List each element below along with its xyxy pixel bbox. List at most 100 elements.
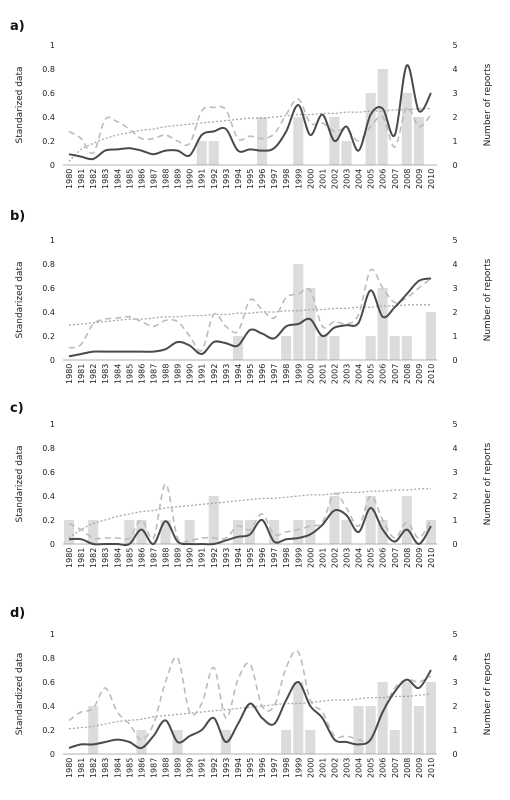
panel-c-x-tick: 1987 bbox=[150, 548, 159, 568]
panel-d-x-tick: 1991 bbox=[198, 758, 207, 778]
panel-c-x-tick: 1997 bbox=[270, 548, 279, 568]
panel-d-bar bbox=[365, 706, 376, 754]
panel-d-bar bbox=[353, 706, 364, 754]
panel-c-x-tick: 1982 bbox=[89, 548, 98, 568]
panel-a-x-tick: 2009 bbox=[415, 169, 424, 189]
panel-a-x-tick: 1989 bbox=[174, 169, 183, 189]
panel-c-bar bbox=[269, 520, 280, 544]
panel-b-x-tick: 2003 bbox=[343, 364, 352, 384]
panel-b-y-right-label: Number of reports bbox=[483, 258, 493, 341]
panel-d-bar bbox=[389, 730, 400, 754]
panel-a-x-tick: 1996 bbox=[258, 169, 267, 189]
panel-d-x-tick: 2000 bbox=[306, 758, 315, 778]
panel-c-bar bbox=[88, 520, 99, 544]
panel-c-bar bbox=[425, 520, 436, 544]
panel-b-y-left-tick: 0.4 bbox=[42, 308, 55, 317]
panel-c-x-tick: 2005 bbox=[367, 548, 376, 568]
panel-d-y-left-label: Standardized data bbox=[15, 653, 25, 736]
panel-d-bar bbox=[281, 730, 292, 754]
panel-c-x-tick: 2009 bbox=[415, 548, 424, 568]
panel-c-bar bbox=[341, 520, 352, 544]
panel-c-trend-line bbox=[68, 488, 432, 539]
panel-b-y-left-tick: 0 bbox=[50, 356, 55, 365]
panel-b-x-tick: 2008 bbox=[403, 364, 412, 384]
panel-b-x-tick: 1985 bbox=[125, 364, 134, 384]
panel-d-x-tick: 2006 bbox=[379, 758, 388, 778]
panel-d-x-tick: 1981 bbox=[77, 758, 86, 778]
panel-d-x-tick: 1996 bbox=[258, 758, 267, 778]
panel-a-label: a) bbox=[10, 19, 25, 34]
panel-b-y-left-tick: 0.2 bbox=[42, 332, 55, 341]
panel-b-x-tick: 2004 bbox=[355, 364, 364, 384]
panel-c-bar bbox=[401, 496, 412, 544]
panel-c-bar bbox=[160, 520, 171, 544]
panel-d-x-tick: 2005 bbox=[367, 758, 376, 778]
panel-c-x-tick: 1993 bbox=[222, 548, 231, 568]
panel-b-bar bbox=[329, 336, 340, 360]
panel-c-x-tick: 2001 bbox=[318, 548, 327, 568]
panel-c-y-left-label: Standarized data bbox=[15, 446, 25, 523]
panel-b-bar bbox=[305, 288, 316, 360]
panel-d-x-tick: 2002 bbox=[331, 758, 340, 778]
panel-c-x-tick: 1994 bbox=[234, 548, 243, 568]
panel-b-x-tick: 1989 bbox=[174, 364, 183, 384]
panel-c-y-right-tick: 3 bbox=[452, 468, 457, 477]
panel-b-x-tick: 1982 bbox=[89, 364, 98, 384]
panel-d-x-tick: 1987 bbox=[150, 758, 159, 778]
panel-a-x-tick: 2010 bbox=[427, 169, 436, 189]
panel-a-y-right-tick: 1 bbox=[452, 137, 457, 146]
panel-c-x-tick: 1981 bbox=[77, 548, 86, 568]
panel-a-y-right-label: Number of reports bbox=[483, 63, 493, 146]
panel-b-dashed-series-line bbox=[68, 268, 432, 352]
panel-b-x-tick: 1994 bbox=[234, 364, 243, 384]
panel-b-x-tick: 2009 bbox=[415, 364, 424, 384]
panel-c-y-right-tick: 2 bbox=[452, 492, 457, 501]
panel-d-bar bbox=[88, 706, 99, 754]
panel-c-bar bbox=[136, 520, 147, 544]
panel-a-x-tick: 1983 bbox=[101, 169, 110, 189]
panel-b-y-right-tick: 2 bbox=[452, 308, 457, 317]
panel-c-y-right-tick: 4 bbox=[452, 444, 457, 453]
panel-c-x-tick: 2010 bbox=[427, 548, 436, 568]
panel-c-bar bbox=[365, 496, 376, 544]
panel-a-x-tick: 1980 bbox=[65, 169, 74, 189]
panel-d-x-tick: 2004 bbox=[355, 758, 364, 778]
panel-b-bar bbox=[365, 336, 376, 360]
panel-d-y-right-tick: 1 bbox=[452, 726, 457, 735]
panel-c-x-tick: 2003 bbox=[343, 548, 352, 568]
panel-b-y-right-tick: 5 bbox=[452, 236, 457, 245]
panel-a-bar bbox=[196, 141, 207, 165]
panel-d-x-tick: 2010 bbox=[427, 758, 436, 778]
panel-a-bar bbox=[293, 117, 304, 165]
panel-c-bar bbox=[305, 520, 316, 544]
panel-d-x-tick: 1985 bbox=[125, 758, 134, 778]
panel-a-x-tick: 1993 bbox=[222, 169, 231, 189]
panel-b-x-tick: 1980 bbox=[65, 364, 74, 384]
panel-a-bar bbox=[413, 117, 424, 165]
panel-a-trend-line bbox=[68, 107, 432, 162]
panel-a-solid-series-line bbox=[68, 64, 432, 161]
panel-a-dashed-series-line bbox=[68, 98, 432, 155]
panel-a-x-tick: 2001 bbox=[318, 169, 327, 189]
panel-a-x-tick: 2000 bbox=[306, 169, 315, 189]
panel-d-x-tick: 2003 bbox=[343, 758, 352, 778]
panel-a-x-tick: 1999 bbox=[294, 169, 303, 189]
panel-c-y-left-tick: 0 bbox=[50, 540, 55, 549]
panel-d-x-tick: 1999 bbox=[294, 758, 303, 778]
panel-b-bar bbox=[425, 312, 436, 360]
panel-a-y-right-tick: 4 bbox=[452, 65, 457, 74]
panel-c-x-tick: 1980 bbox=[65, 548, 74, 568]
panel-b-x-tick: 1999 bbox=[294, 364, 303, 384]
panel-a-bar bbox=[401, 93, 412, 165]
panel-b-x-tick: 2000 bbox=[306, 364, 315, 384]
panel-c-y-right-label: Number of reports bbox=[483, 442, 493, 525]
panel-b-bar bbox=[377, 288, 388, 360]
panel-d-trend-line bbox=[68, 693, 432, 730]
panel-d-x-tick: 2007 bbox=[391, 758, 400, 778]
panel-c-y-left-tick: 0.4 bbox=[42, 492, 55, 501]
panel-c-label: c) bbox=[10, 401, 24, 416]
panel-a-x-tick: 2007 bbox=[391, 169, 400, 189]
panel-a-bar bbox=[257, 117, 268, 165]
panel-c-x-tick: 2004 bbox=[355, 548, 364, 568]
panel-c-x-tick: 1995 bbox=[246, 548, 255, 568]
